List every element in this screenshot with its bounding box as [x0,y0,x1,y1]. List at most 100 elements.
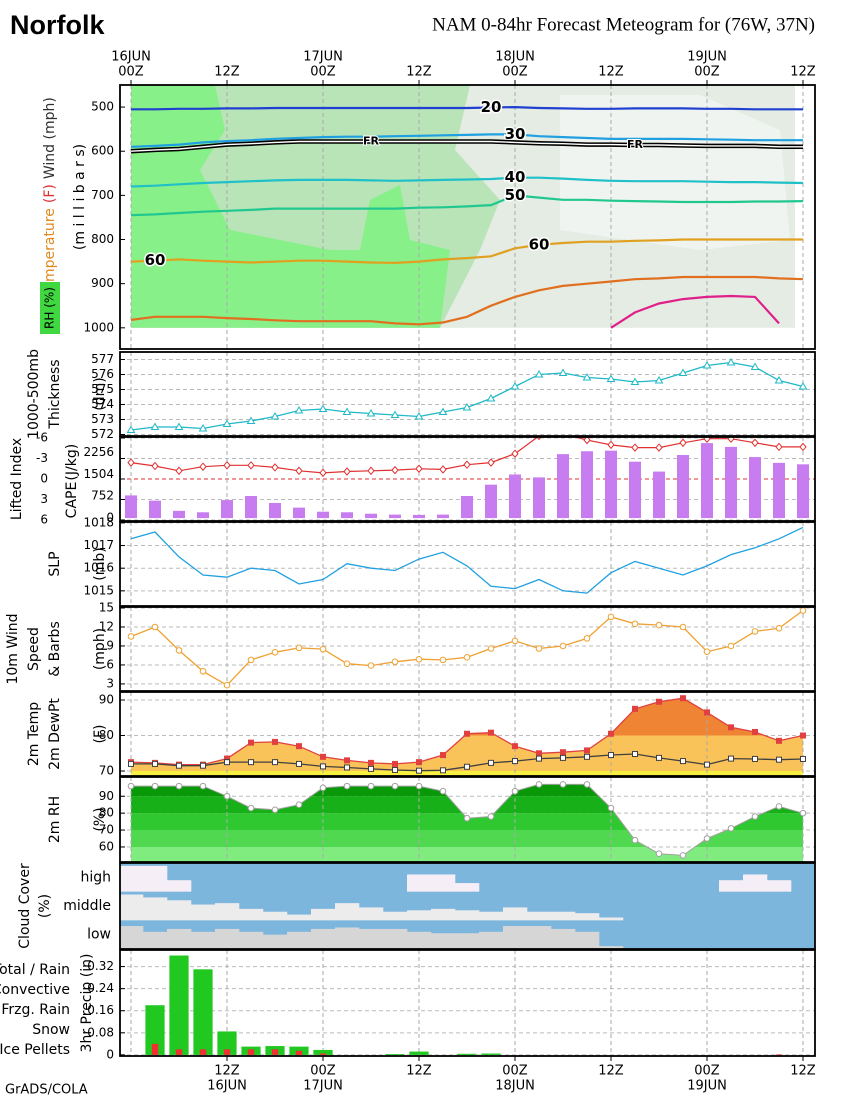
station-title: Norfolk [10,10,105,40]
isotherm [130,133,803,148]
marker [392,766,398,773]
y-tick-label: 90 [99,692,114,706]
marker [440,752,446,759]
panel-frame [119,862,816,950]
precip-bar [199,1049,207,1055]
marker [199,667,207,675]
marker [752,755,758,762]
marker [678,368,688,376]
area-band [131,771,803,776]
y-tick-label: 800 [91,232,114,246]
cloud-bar [527,911,552,921]
marker [199,782,207,790]
y-tick-label: 574 [91,397,114,411]
marker [296,760,302,767]
marker [295,801,303,809]
y-axis-label: 2m Temp [26,702,42,766]
time-label: 00Z [310,65,336,80]
marker [631,620,639,628]
y-tick-label: 6 [106,657,114,671]
y-tick-label: 572 [91,427,114,441]
y-axis-label: & Barbs [47,621,63,677]
marker [631,836,639,844]
cloud-bar [311,928,336,949]
marker [680,758,686,765]
marker [488,759,494,766]
y-tick-label: 0.24 [87,981,114,995]
marker [439,465,447,474]
y-tick-label: 1000 [83,320,114,334]
time-label: 00Z [310,1064,336,1079]
marker [776,737,782,744]
y-tick-label: 3 [40,492,48,506]
marker [367,662,375,669]
cape-bar [653,471,665,519]
marker [391,465,399,475]
cape-bar [149,500,161,519]
marker [536,755,542,762]
isotherm-label: 50 [505,186,526,204]
cloud-bar [335,903,360,921]
marker [439,656,447,664]
marker [799,442,807,452]
marker [247,804,255,812]
y-tick-label: 576 [91,367,114,381]
cloud-bar [311,908,336,921]
y-tick-label: 60 [99,839,114,853]
date-label: 18JUN [495,50,535,65]
cloud-bar [335,927,360,949]
cape-bar [365,513,377,519]
precip-bar [193,969,213,1055]
marker [248,739,254,746]
marker [271,648,279,656]
marker [247,656,255,664]
precip-bar [457,1053,477,1055]
cloud-bar [120,894,144,921]
marker [608,752,614,759]
precip-bar [175,1049,183,1055]
chart-subtitle: NAM 0-84hr Forecast Meteogram for (76W, … [432,14,815,35]
marker [343,467,351,476]
y-tick-label: 70 [99,823,114,837]
area-band [131,846,803,862]
marker [463,460,471,469]
isotherm-label: 40 [505,168,526,186]
area-band [464,699,803,736]
isotherm-label: FR [627,138,644,151]
marker [704,709,710,716]
cloud-bar [431,908,456,921]
precip-bar [481,1053,501,1055]
marker [727,642,735,650]
marker [656,698,662,705]
marker [150,422,160,430]
y-tick-label: 500 [91,100,114,114]
marker [223,461,231,470]
y-tick-label: 9 [106,638,114,652]
marker [632,750,638,757]
marker [800,732,806,739]
panel-background [120,522,815,606]
y-tick-label: 80 [99,728,114,742]
panel [120,352,815,436]
y-axis-label: 2m DewPt [47,698,63,770]
marker [799,809,807,817]
marker [126,425,136,433]
y-axis-unit: (%) [92,807,108,831]
isotherm-label: FR [363,135,380,148]
isotherm-label: 60 [145,251,166,269]
cape-bar [341,512,353,519]
precip-bar [151,1043,159,1055]
panel-frame [119,949,816,1057]
marker [270,412,280,420]
marker [751,628,759,635]
cloud-bar [719,880,744,892]
marker [198,424,208,432]
cape-bar [173,510,185,519]
marker [415,464,423,474]
y-axis-label: Lifted Index [9,438,25,520]
cloud-bar [527,926,552,949]
marker [342,407,352,415]
cloud-bar [455,933,480,949]
time-label: 12Z [598,1064,624,1079]
marker [607,440,615,450]
